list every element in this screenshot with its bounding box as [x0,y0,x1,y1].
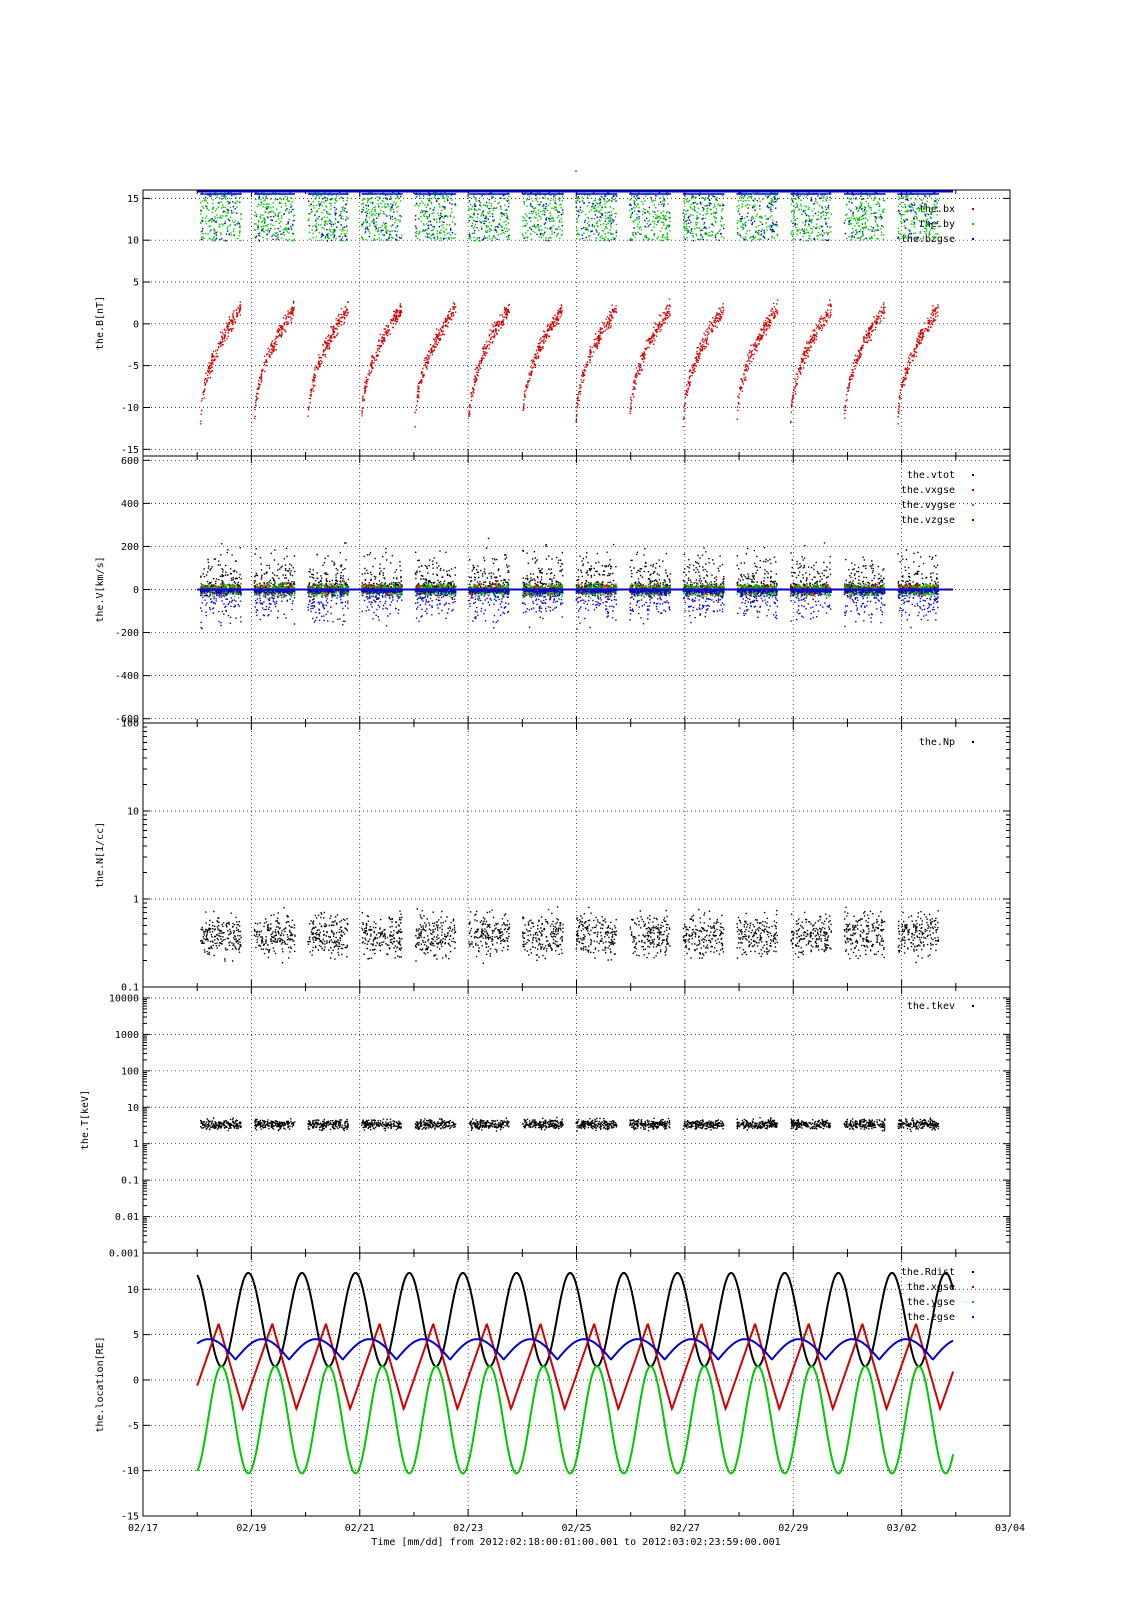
y-tick-label: 5 [133,1330,139,1341]
data-points [197,190,954,428]
y-tick-label: 1 [133,895,139,906]
x-tick-label: 02/19 [236,1523,266,1534]
y-tick-label: -10 [121,403,139,414]
legend-label: the.bzgse [901,234,955,245]
y-tick-label: -10 [121,1466,139,1477]
y-tick-label: -200 [115,628,139,639]
y-tick-label: 0.1 [121,983,139,994]
x-tick-label: 03/02 [887,1523,917,1534]
legend-label: the.vxgse [901,485,955,496]
x-tick-label: 02/23 [453,1523,483,1534]
legend-marker [972,489,974,491]
legend-label: the.vtot [907,470,955,481]
x-tick-label: 02/25 [561,1523,591,1534]
legend-marker [972,504,974,506]
legend-label: the.zgse [907,1312,955,1323]
legend-label: the.xgse [907,1282,955,1293]
y-tick-label: -5 [127,1421,139,1432]
series-points-Bx [200,298,940,428]
y-axis-label: the.N[1/cc] [95,822,106,888]
y-tick-label: 0.001 [109,1249,139,1260]
y-tick-label: 0.01 [115,1212,139,1223]
figure-title: - [573,166,579,177]
series-line-xgse [196,1323,955,1412]
y-tick-label: 10 [127,807,139,818]
y-tick-label: 10 [127,1285,139,1296]
panel-1: 15 10 5 0 -5 -10 -15 the.B[nT] the.bx the.by the.b… [95,189,1011,457]
y-tick-label: 600 [121,456,139,467]
legend-label: the.bx [919,204,955,215]
y-tick-label: 100 [121,1066,139,1077]
legend-marker [972,1301,974,1303]
legend-marker [972,238,974,240]
x-axis-tick-labels: 02/17 02/19 02/21 02/23 02/25 02/27 02/29 03/02… [128,1523,1025,1534]
y-tick-label: 10 [127,1103,139,1114]
legend-marker [972,1286,974,1288]
data-points [200,906,940,964]
series-points-tkev [200,1116,940,1132]
y-tick-label: 0 [133,585,139,596]
series-points-vzgse [200,589,940,630]
y-axis-label: the.location[RE] [95,1336,106,1432]
legend-marker [972,1316,974,1318]
y-tick-label: 400 [121,499,139,510]
legend-marker [972,474,974,476]
legend-marker [972,741,974,743]
legend-label: the.Np [919,737,955,748]
legend-label: the.by [919,219,955,230]
y-tick-label: -400 [115,671,139,682]
y-tick-label: 1 [133,1139,139,1150]
series-points-vtot [200,537,940,591]
y-tick-label: 10 [127,236,139,247]
legend-label: the.vygse [901,500,955,511]
legend-marker [972,1271,974,1273]
x-axis-footer: Time [mm/dd] from 2012:02:18:00:01:00.00… [371,1537,780,1548]
x-tick-label: 03/04 [995,1523,1025,1534]
legend-label: the.vzgse [901,515,955,526]
x-tick-label: 02/27 [670,1523,700,1534]
x-tick-label: 02/29 [778,1523,808,1534]
y-tick-label: 1000 [115,1030,139,1041]
x-tick-label: 02/21 [345,1523,375,1534]
panels: 151050-5-10-15the.B[nT]the.bxthe.bythe.b… [80,189,1011,1523]
legend-marker [972,1005,974,1007]
y-tick-label: 0 [133,319,139,330]
series-line-zgse [196,1338,954,1361]
series-line-Rdist [196,1272,955,1368]
x-tick-label: 02/17 [128,1523,158,1534]
y-tick-label: -15 [121,445,139,456]
y-axis-label: the.B[nT] [95,296,106,350]
panel-5: 10 5 0 -5 -10 -15 the.location[RE] the.Rdist the… [95,1252,1011,1523]
y-tick-label: 10000 [109,993,139,1004]
legend-marker [972,223,974,225]
y-tick-label: 0.1 [121,1176,139,1187]
legend-label: the.Rdist [901,1267,955,1278]
y-tick-label: 5 [133,278,139,289]
series-line-ygse [196,1365,955,1475]
legend-marker [972,519,974,521]
y-tick-label: 0 [133,1375,139,1386]
data-points [196,1272,955,1475]
y-tick-label: 100 [121,719,139,730]
panel-3: 100 10 1 0.1 the.N[1/cc] the.Np [95,719,1011,994]
y-axis-label: the.T[keV] [80,1090,91,1150]
series-points-Np [200,906,940,964]
legend-label: the.tkev [907,1001,955,1012]
data-points [200,1116,940,1132]
y-tick-label: -5 [127,361,139,372]
legend-marker [972,208,974,210]
legend-label: the.ygse [907,1297,955,1308]
series-points-By [199,191,940,242]
y-tick-label: -15 [121,1512,139,1523]
y-tick-label: 15 [127,194,139,205]
data-points [197,537,954,630]
y-tick-label: -600 [115,714,139,725]
series-points-vygse [200,581,940,600]
y-tick-label: 200 [121,542,139,553]
panel-4: 10000 1000 100 10 1 0.1 0.01 0.001 the.T[keV] the… [80,986,1011,1260]
panel-2: 600 400 200 0 -200 -400 -600 the.V[km/s] the.vto… [95,455,1011,725]
y-axis-label: the.V[km/s] [95,556,106,622]
